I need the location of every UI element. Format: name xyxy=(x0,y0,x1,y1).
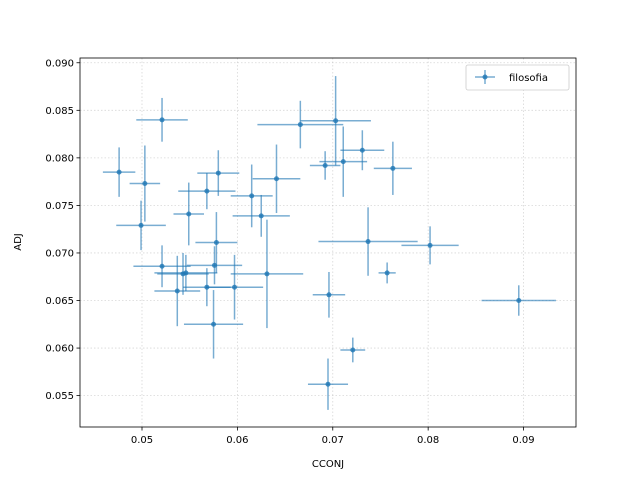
data-point-group xyxy=(183,290,244,359)
data-point xyxy=(350,347,356,353)
data-point-group xyxy=(401,226,459,265)
data-point-group xyxy=(178,173,236,210)
data-point-group xyxy=(186,246,243,285)
data-point xyxy=(325,381,331,387)
x-axis-label: CCONJ xyxy=(312,459,344,470)
x-tick-label: 0.09 xyxy=(512,435,534,446)
data-point-group xyxy=(205,254,264,320)
data-point xyxy=(427,242,433,248)
data-point-group xyxy=(173,182,204,246)
data-point-group xyxy=(318,207,418,276)
data-point-group xyxy=(307,358,349,410)
data-point-group xyxy=(197,150,240,196)
x-tick-label: 0.05 xyxy=(131,435,153,446)
data-point xyxy=(273,176,279,182)
data-point-group xyxy=(252,144,301,214)
data-point xyxy=(174,288,180,294)
data-point-group xyxy=(230,219,304,329)
y-tick-label: 0.085 xyxy=(45,106,74,117)
data-point xyxy=(204,188,210,194)
data-point xyxy=(138,222,144,228)
y-tick-label: 0.065 xyxy=(45,296,74,307)
data-point xyxy=(186,211,192,217)
y-tick-label: 0.080 xyxy=(45,153,74,164)
data-point xyxy=(340,159,346,165)
data-point-group xyxy=(136,97,188,142)
data-point-group xyxy=(319,126,368,197)
data-point xyxy=(258,213,264,219)
data-point-group xyxy=(230,164,273,228)
data-point xyxy=(333,118,339,124)
data-point xyxy=(326,292,332,298)
y-tick-label: 0.070 xyxy=(45,248,74,259)
ticks: 0.05 0.06 0.07 0.08 0.09 0.055 0.060 0.065 0.070… xyxy=(45,58,534,446)
data-layer xyxy=(102,76,556,410)
y-tick-label: 0.055 xyxy=(45,391,74,402)
data-point xyxy=(359,147,365,153)
data-point-group xyxy=(481,285,556,316)
data-point-group xyxy=(195,212,238,273)
data-point xyxy=(264,271,270,277)
data-point xyxy=(116,169,122,175)
data-point-group xyxy=(373,141,412,195)
data-point xyxy=(365,239,371,245)
data-point xyxy=(183,270,189,276)
data-point-group xyxy=(340,337,366,363)
y-tick-label: 0.060 xyxy=(45,344,74,355)
data-point xyxy=(232,284,238,290)
data-point xyxy=(322,162,328,168)
data-point xyxy=(215,170,221,176)
data-point-group xyxy=(129,145,161,222)
legend-label: filosofia xyxy=(509,73,548,84)
data-point-group xyxy=(312,271,346,318)
data-point-group xyxy=(257,100,344,149)
legend: filosofia xyxy=(465,64,570,91)
data-point-group xyxy=(378,262,396,284)
data-point xyxy=(211,321,217,327)
plot-frame xyxy=(79,57,577,428)
data-point-group xyxy=(133,245,191,288)
data-point xyxy=(297,122,303,128)
data-point-group xyxy=(116,200,166,251)
data-point-group xyxy=(232,194,290,237)
data-point-group xyxy=(154,255,201,327)
data-point xyxy=(390,165,396,171)
data-point xyxy=(516,298,522,304)
x-tick-label: 0.07 xyxy=(322,435,344,446)
legend-box xyxy=(465,64,570,91)
x-tick-label: 0.06 xyxy=(226,435,248,446)
x-tick-label: 0.08 xyxy=(417,435,439,446)
data-point xyxy=(384,270,390,276)
data-point-group xyxy=(300,76,371,166)
data-point-group xyxy=(340,130,385,171)
data-point xyxy=(249,193,255,199)
y-tick-label: 0.075 xyxy=(45,201,74,212)
data-point xyxy=(211,262,217,268)
y-axis-label: ADJ xyxy=(13,233,24,251)
data-point-group xyxy=(102,147,136,197)
y-tick-label: 0.090 xyxy=(45,58,74,69)
data-point xyxy=(159,117,165,123)
data-point xyxy=(213,240,219,245)
data-point xyxy=(142,181,148,187)
data-point xyxy=(159,263,165,269)
legend-point-marker xyxy=(482,74,488,80)
